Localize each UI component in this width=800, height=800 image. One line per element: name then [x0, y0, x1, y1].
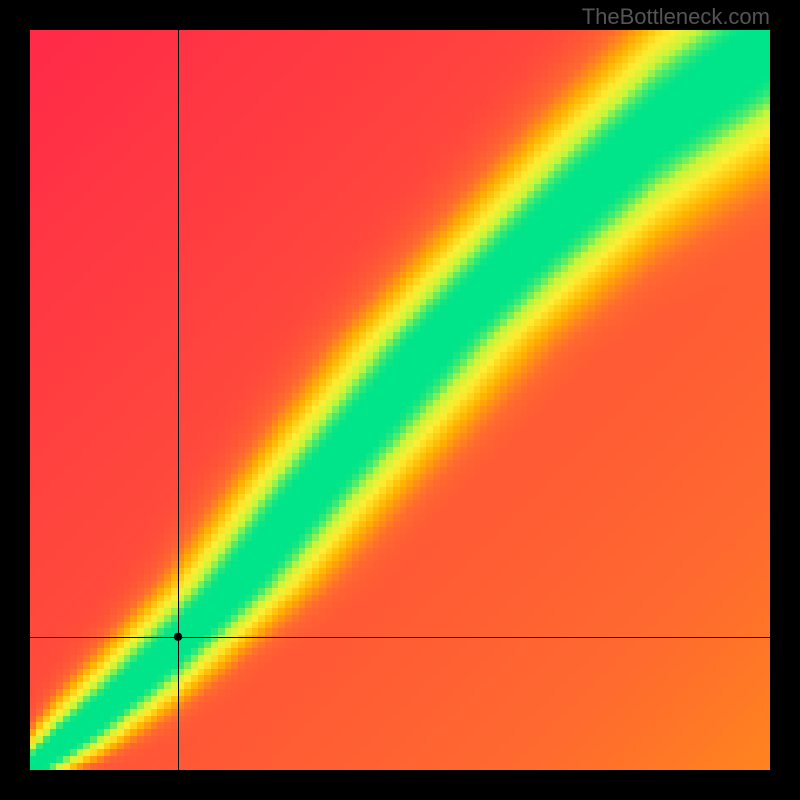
watermark-text: TheBottleneck.com — [582, 4, 770, 30]
heatmap-canvas — [30, 30, 770, 770]
heatmap-plot — [30, 30, 770, 770]
